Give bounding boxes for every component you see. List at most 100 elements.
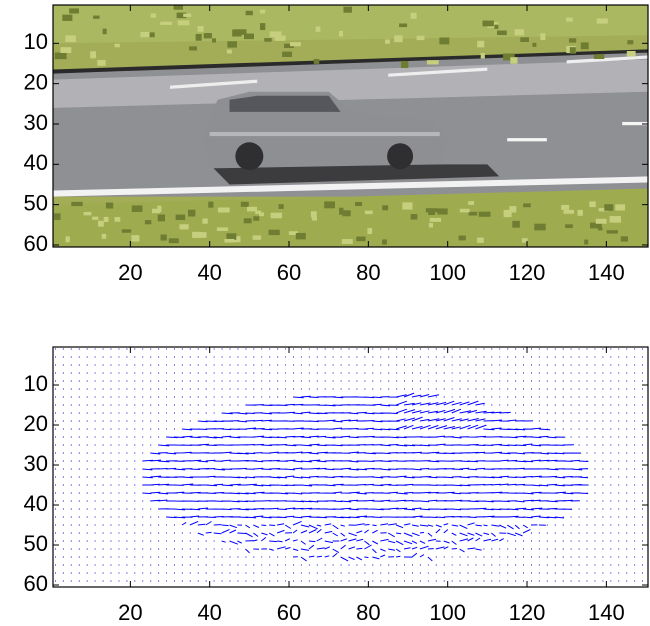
grass-texture	[84, 212, 92, 215]
grass-texture	[339, 31, 343, 37]
grass-texture	[253, 216, 259, 220]
grass-texture	[417, 36, 425, 40]
grass-texture	[71, 202, 82, 206]
grass-texture	[615, 204, 625, 210]
grass-texture	[324, 201, 335, 208]
grass-texture	[224, 239, 234, 243]
grass-texture	[227, 50, 232, 54]
car-window	[230, 96, 341, 112]
x-tick-label: 100	[429, 600, 466, 625]
grass-texture	[627, 51, 636, 56]
grass-texture	[394, 35, 402, 42]
quiver-field	[55, 349, 643, 581]
grass-texture	[430, 218, 441, 222]
car-wheel	[387, 143, 413, 169]
grass-texture	[597, 18, 608, 23]
y-tick-label: 60	[24, 231, 48, 256]
grass-texture	[158, 214, 165, 221]
grass-texture	[426, 208, 438, 212]
grass-texture	[399, 24, 407, 28]
grass-texture	[479, 212, 491, 217]
grass-texture	[260, 23, 265, 30]
grass-texture	[270, 31, 282, 37]
grass-texture	[532, 43, 536, 47]
grass-texture	[356, 237, 365, 242]
grass-texture	[437, 208, 447, 214]
y-tick-label: 10	[24, 371, 48, 396]
grass-texture	[140, 32, 149, 37]
plot-area	[53, 5, 648, 247]
grass-texture	[131, 235, 139, 241]
grass-texture	[253, 235, 261, 239]
grass-texture	[188, 210, 195, 217]
grass-texture	[343, 7, 351, 13]
grass-texture	[103, 29, 107, 35]
grass-texture	[621, 236, 628, 241]
x-tick-label: 40	[197, 260, 221, 285]
grass-texture	[515, 29, 525, 35]
grass-texture	[627, 40, 633, 44]
grass-texture	[296, 233, 306, 239]
x-tick-label: 80	[356, 600, 380, 625]
grass-texture	[269, 230, 280, 235]
x-tick-label: 140	[588, 600, 625, 625]
grass-texture	[581, 42, 589, 49]
grass-texture	[271, 213, 282, 219]
grass-texture	[604, 204, 613, 211]
grass-texture	[596, 219, 607, 224]
grass-texture	[497, 30, 507, 35]
grass-texture	[208, 202, 213, 208]
grass-texture	[411, 13, 417, 19]
y-tick-label: 20	[24, 69, 48, 94]
y-tick-label: 10	[24, 29, 48, 54]
x-tick-label: 120	[509, 600, 546, 625]
grass-texture	[565, 224, 573, 228]
grass-texture	[401, 61, 408, 68]
x-tick-label: 120	[509, 260, 546, 285]
grass-texture	[316, 26, 321, 31]
grass-texture	[613, 217, 621, 223]
grass-texture	[342, 239, 353, 244]
grass-texture	[98, 221, 104, 227]
grass-texture	[151, 13, 156, 17]
grass-texture	[382, 239, 387, 244]
grass-texture	[69, 8, 79, 13]
axes-frame	[53, 347, 648, 587]
grass-texture	[569, 38, 576, 42]
grass-texture	[523, 203, 531, 207]
x-tick-label: 20	[118, 600, 142, 625]
grass-texture	[512, 221, 519, 228]
y-tick-label: 60	[24, 571, 48, 596]
grass-texture	[183, 14, 191, 17]
grass-texture	[55, 53, 67, 60]
x-tick-label: 60	[277, 260, 301, 285]
grass-texture	[161, 234, 167, 240]
grass-texture	[411, 214, 418, 219]
grass-texture	[468, 201, 474, 205]
grass-texture	[226, 233, 236, 240]
grass-texture	[115, 217, 121, 222]
y-tick-label: 30	[24, 110, 48, 135]
grass-texture	[106, 203, 113, 209]
grass-texture	[312, 216, 317, 221]
grass-texture	[459, 236, 466, 241]
grass-texture	[607, 230, 618, 233]
grass-texture	[402, 202, 412, 209]
grass-texture	[469, 212, 478, 216]
grass-texture	[594, 54, 604, 59]
grass-texture	[192, 232, 201, 238]
y-tick-label: 40	[24, 491, 48, 516]
grass-texture	[202, 219, 207, 224]
grass-texture	[176, 215, 186, 220]
grass-texture	[201, 232, 207, 238]
grass-texture	[494, 25, 498, 29]
grass-texture	[204, 33, 212, 38]
grass-texture	[196, 34, 202, 41]
grass-texture	[145, 220, 151, 224]
grass-texture	[102, 234, 107, 239]
grass-texture	[566, 18, 573, 22]
grass-texture	[244, 218, 252, 223]
grass-texture	[97, 60, 105, 66]
grass-texture	[60, 47, 71, 53]
grass-texture	[212, 38, 216, 42]
